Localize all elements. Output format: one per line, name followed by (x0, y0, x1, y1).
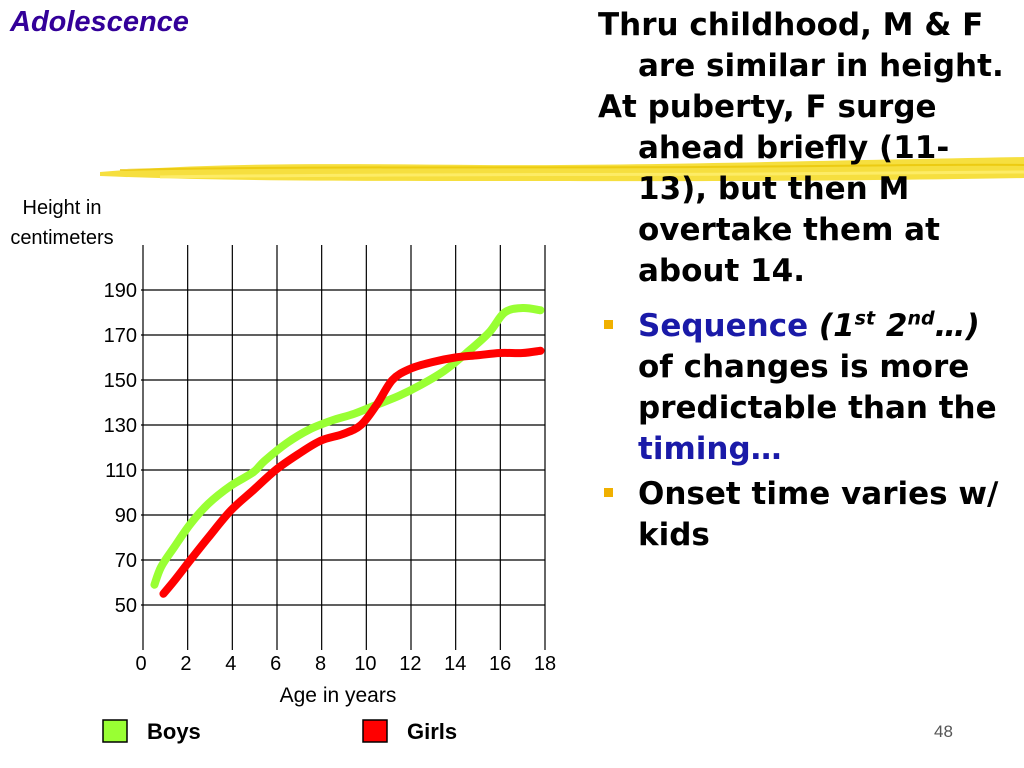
bullet-onset-text: Onset time varies w/ kids (638, 476, 999, 553)
x-tick-label: 6 (270, 653, 281, 675)
slide-body-text: Thru childhood, M & F are similar in hei… (598, 5, 1008, 560)
legend-label-boys: Boys (147, 719, 201, 744)
ordinal-close: …) (934, 308, 980, 344)
y-tick-label: 70 (115, 550, 137, 572)
y-tick-label: 150 (104, 370, 137, 392)
x-tick-label: 8 (315, 653, 326, 675)
yellow-brush-stroke (100, 157, 1024, 182)
ordinal-notation: (1st 2nd…) (819, 308, 980, 344)
x-tick-label: 2 (180, 653, 191, 675)
bullet-sequence: Sequence (1st 2nd…) of changes is more p… (598, 306, 1008, 470)
bullet-onset: Onset time varies w/ kids (598, 474, 1008, 556)
height-chart: 50 70 90 110 130 150 170 190 0 2 4 6 8 10 12 14 16 18 Hei… (10, 197, 556, 744)
sequence-word: Sequence (638, 308, 809, 344)
x-tick-label: 12 (399, 653, 421, 675)
x-tick-label: 18 (534, 653, 556, 675)
series-line-boys (150, 303, 545, 589)
paragraph-childhood: Thru childhood, M & F are similar in hei… (598, 7, 1004, 84)
ordinal-two: 2 (885, 308, 908, 344)
legend-swatch-boys (102, 719, 128, 743)
x-axis-label: Age in years (280, 684, 397, 707)
y-tick-label: 110 (105, 460, 137, 482)
bullet-square-icon (604, 320, 613, 329)
y-tick-label: 170 (104, 325, 137, 347)
x-tick-label: 14 (444, 653, 466, 675)
timing-word: timing… (638, 431, 782, 467)
bullet-square-icon (604, 488, 613, 497)
slide-title: Adolescence (10, 6, 189, 38)
ordinal-open: (1 (818, 308, 855, 344)
x-tick-label: 0 (135, 653, 146, 675)
legend-label-girls: Girls (407, 719, 457, 744)
y-tick-label: 130 (104, 415, 137, 437)
bullet-list: Sequence (1st 2nd…) of changes is more p… (598, 306, 1008, 556)
y-tick-label: 190 (104, 280, 137, 302)
y-tick-label: 50 (115, 595, 137, 617)
x-tick-label: 4 (225, 653, 236, 675)
x-tick-label: 10 (354, 653, 376, 675)
series-line-girls (159, 346, 545, 598)
ordinal-nd: nd (907, 307, 935, 330)
y-tick-label: 90 (115, 505, 137, 527)
y-axis-label-line-2: centimeters (10, 227, 113, 249)
y-axis-label-line-1: Height in (23, 197, 102, 219)
paragraph-puberty: At puberty, F surge ahead briefly (11-13… (598, 89, 950, 289)
x-tick-label: 16 (489, 653, 511, 675)
legend-swatch-girls (362, 719, 388, 743)
slide-number: 48 (934, 722, 953, 741)
ordinal-st: st (854, 307, 876, 330)
bullet-sequence-text: of changes is more predictable than the (638, 349, 997, 426)
